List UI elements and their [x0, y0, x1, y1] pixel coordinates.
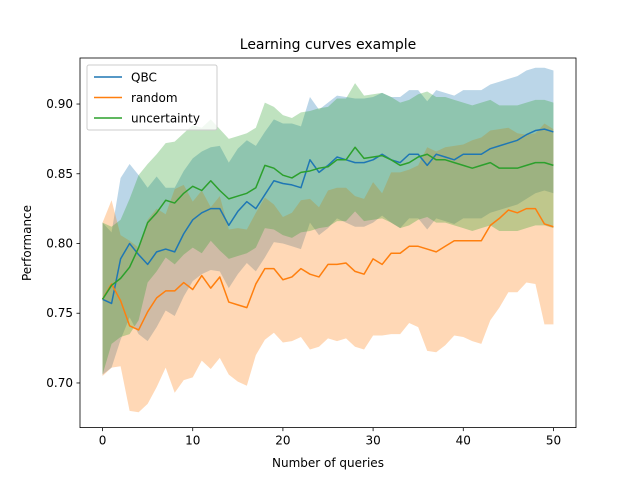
band-random: [102, 123, 554, 413]
legend-label-uncertainty: uncertainty: [131, 112, 200, 126]
x-tick-label: 30: [365, 434, 380, 448]
plot-area: [79, 57, 577, 429]
x-tick-label: 0: [99, 434, 107, 448]
x-tick-label: 10: [185, 434, 200, 448]
line-QBC: [102, 128, 554, 305]
x-tick-label: 50: [546, 434, 561, 448]
legend-label-random: random: [131, 91, 178, 105]
x-tick-label: 40: [456, 434, 471, 448]
x-axis: 0 10 20 30 40 50: [99, 427, 561, 448]
series-lines: [101, 128, 554, 331]
x-tick-label: 20: [275, 434, 290, 448]
legend: QBC random uncertainty: [86, 64, 218, 131]
y-tick-label: 0.80: [46, 236, 73, 250]
y-axis: 0.70 0.75 0.80 0.85 0.90: [46, 97, 80, 390]
y-tick-label: 0.75: [46, 306, 73, 320]
legend-box: [86, 64, 218, 131]
y-axis-label: Performance: [20, 205, 34, 281]
y-tick-label: 0.90: [46, 97, 73, 111]
y-tick-label: 0.70: [46, 376, 73, 390]
y-tick-label: 0.85: [46, 167, 73, 181]
chart-title: Learning curves example: [240, 37, 416, 53]
legend-label-QBC: QBC: [131, 71, 157, 85]
band-QBC: [102, 67, 554, 375]
axes-frame: [79, 57, 577, 429]
line-uncertainty: [101, 146, 554, 300]
line-random: [101, 207, 554, 331]
x-axis-label: Number of queries: [272, 456, 384, 470]
